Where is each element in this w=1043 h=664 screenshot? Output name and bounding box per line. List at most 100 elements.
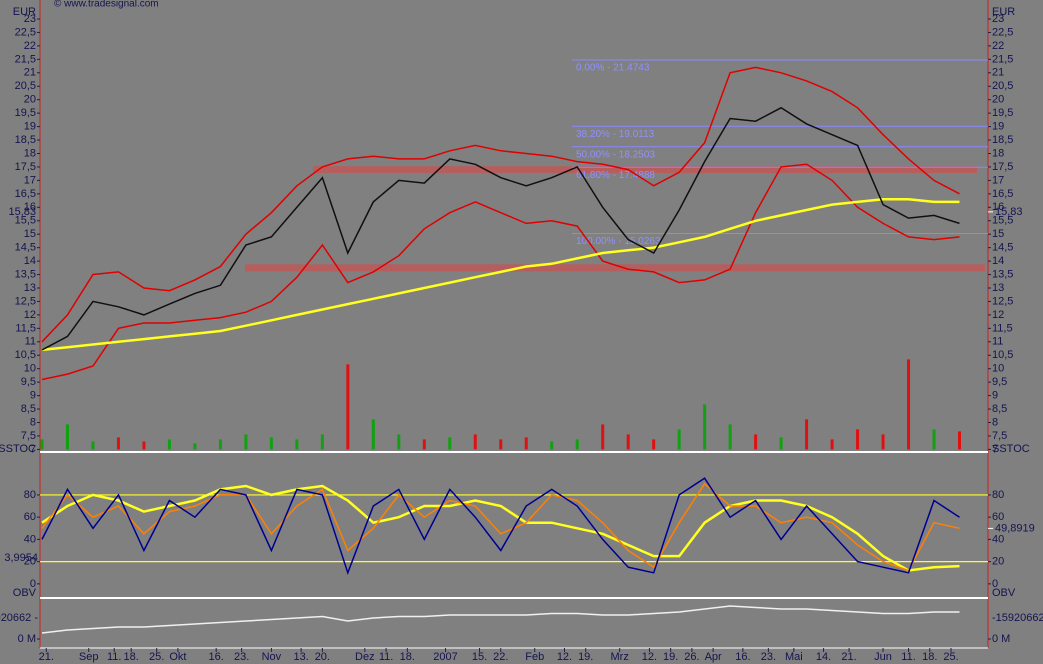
y-tick-label: 14,5	[992, 242, 1013, 254]
copyright: © www.tradesignal.com	[54, 0, 159, 10]
x-tick-label: Feb	[525, 651, 544, 663]
x-tick-label: 16.	[209, 651, 224, 663]
y-tick-label: 14	[992, 255, 1004, 267]
volume-bar	[269, 437, 273, 450]
y-tick-label: 8	[30, 416, 36, 428]
y-tick-label: 16,5	[992, 188, 1013, 200]
fib-label: 38.20% - 19.0113	[576, 129, 655, 140]
y-tick-label: 60	[992, 511, 1004, 523]
y-tick-label: 22,5	[15, 26, 36, 38]
y-tick-label: 13,5	[15, 268, 36, 280]
y-tick-label: 20	[992, 556, 1004, 568]
y-tick-label: 23	[992, 13, 1004, 25]
y-tick-label: 21	[24, 67, 36, 79]
y-tick-label: 15,5	[15, 215, 36, 227]
x-tick-label: 18.	[400, 651, 415, 663]
x-tick-label: Nov	[262, 651, 282, 663]
volume-bar	[295, 439, 299, 450]
y-tick-label: 19	[24, 121, 36, 133]
y-tick-label: 21,5	[992, 53, 1013, 65]
volume-bar	[907, 359, 911, 450]
volume-bar	[881, 434, 885, 450]
support-band	[313, 166, 977, 174]
y-tick-label: 21	[992, 67, 1004, 79]
last-value-label: 49,8919	[995, 522, 1035, 534]
y-tick-label: 12	[992, 309, 1004, 321]
y-tick-label: 10	[24, 363, 36, 375]
y-tick-label: 20	[992, 94, 1004, 106]
y-tick-label: 13	[992, 282, 1004, 294]
y-tick-label: 10,5	[15, 349, 36, 361]
y-tick-label: 14	[24, 255, 36, 267]
volume-bar	[932, 429, 936, 450]
y-tick-label: 18	[24, 147, 36, 159]
x-tick-label: 19.	[578, 651, 593, 663]
y-tick-label: 0 M	[992, 633, 1010, 645]
x-tick-label: 18.	[124, 651, 139, 663]
volume-bar	[193, 443, 197, 450]
volume-bar	[958, 431, 962, 450]
x-tick-label: Sep	[79, 651, 99, 663]
volume-bar	[167, 439, 171, 450]
volume-bar	[448, 437, 452, 450]
x-tick-label: 12.	[557, 651, 572, 663]
volume-bar	[397, 434, 401, 450]
x-tick-label: 13.	[293, 651, 308, 663]
x-tick-label: 25.	[943, 651, 958, 663]
axis-label: OBV	[13, 587, 37, 599]
volume-bar	[320, 434, 324, 450]
series-line	[41, 106, 960, 351]
y-tick-label: 14,5	[15, 242, 36, 254]
volume-bar	[754, 434, 758, 450]
y-tick-label: 17	[992, 174, 1004, 186]
x-tick-label: Dez	[355, 651, 375, 663]
volume-bar	[422, 439, 426, 450]
volume-bar	[703, 404, 707, 450]
volume-bar	[652, 439, 656, 450]
volume-bar	[473, 434, 477, 450]
x-tick-label: Mrz	[611, 651, 629, 663]
axis-label: OBV	[992, 587, 1016, 599]
volume-bar	[116, 437, 120, 450]
last-value-label: 15,83	[995, 206, 1023, 218]
y-tick-label: 9,5	[992, 376, 1007, 388]
axis-label: SSTOC	[992, 443, 1030, 455]
y-tick-label: 19	[992, 121, 1004, 133]
y-tick-label: 10	[992, 363, 1004, 375]
series-line	[41, 66, 960, 343]
y-tick-label: 19,5	[15, 107, 36, 119]
volume-bar	[550, 441, 554, 450]
y-tick-label: 0	[30, 578, 36, 590]
x-tick-label: 22.	[493, 651, 508, 663]
volume-bar	[626, 434, 630, 450]
y-tick-label: 18	[992, 147, 1004, 159]
fib-label: 100.00% - 15.0263	[576, 236, 661, 247]
y-tick-label: 80	[992, 489, 1004, 501]
x-tick-label: 11.	[379, 651, 393, 663]
y-tick-label: 20	[24, 94, 36, 106]
y-tick-label: 15,5	[992, 215, 1013, 227]
x-tick-label: 11.	[107, 651, 121, 663]
volume-bar	[65, 424, 69, 450]
y-tick-label: 9	[30, 390, 36, 402]
y-tick-label: 15	[24, 228, 36, 240]
y-tick-label: 40	[992, 533, 1004, 545]
series-line	[41, 197, 960, 352]
x-tick-label: 20.	[315, 651, 330, 663]
volume-bar	[677, 429, 681, 450]
y-tick-label: 18,5	[992, 134, 1013, 146]
volume-bar	[805, 419, 809, 450]
x-tick-label: 2007	[433, 651, 457, 663]
axis-label: EUR	[13, 6, 36, 18]
x-tick-label: Jun	[874, 651, 892, 663]
volume-bar	[40, 439, 44, 450]
y-tick-label: 16	[24, 201, 36, 213]
axis-label: EUR	[992, 6, 1015, 18]
y-tick-label: 9,5	[21, 376, 36, 388]
right-value-label: -15920662	[992, 612, 1043, 624]
series-line	[41, 482, 960, 572]
last-value-label: 15,83	[8, 206, 36, 218]
x-tick-label: 21.	[39, 651, 54, 663]
